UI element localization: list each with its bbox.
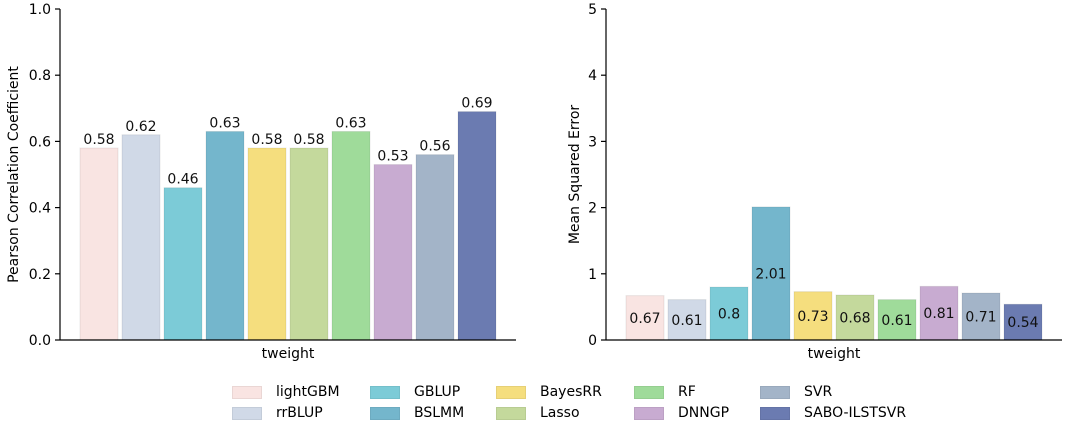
y-tick-label: 1.0 bbox=[29, 2, 51, 18]
legend-swatch bbox=[232, 406, 262, 420]
legend-label: lightGBM bbox=[276, 384, 340, 400]
legend-swatch bbox=[496, 406, 526, 420]
chart-mse: 0.67 0.61 0.8 2.01 0.73 0.68 0.61 0.81 0.71 0.54 0… bbox=[567, 2, 1062, 362]
y-tick-label: 0.2 bbox=[29, 267, 51, 283]
legend-swatch bbox=[496, 385, 526, 399]
bar-lasso bbox=[289, 147, 329, 341]
data-label-lasso: 0.58 bbox=[293, 132, 324, 148]
data-label-rrblup: 0.61 bbox=[671, 313, 702, 329]
data-label-sabo-ilstsvr: 0.54 bbox=[1007, 315, 1038, 331]
legend-label: SABO-ILSTSVR bbox=[804, 405, 907, 421]
data-label-bslmm: 0.63 bbox=[209, 115, 240, 131]
data-label-gblup: 0.8 bbox=[718, 307, 740, 323]
data-label-bayesrr: 0.73 bbox=[797, 309, 828, 325]
bar-gblup bbox=[163, 187, 203, 341]
legend-swatch bbox=[634, 385, 664, 399]
y-tick-label: 2 bbox=[588, 201, 597, 217]
legend-label: RF bbox=[678, 384, 696, 400]
data-label-bslmm: 2.01 bbox=[755, 266, 786, 282]
bar-rrblup bbox=[121, 134, 161, 341]
y-tick-label: 0.0 bbox=[29, 333, 51, 349]
legend-swatch bbox=[232, 385, 262, 399]
bar-rf bbox=[331, 130, 371, 341]
y-tick-label: 0.8 bbox=[29, 68, 51, 84]
data-label-lightgbm: 0.67 bbox=[629, 311, 660, 327]
bar-bslmm bbox=[751, 206, 791, 341]
legend-swatch bbox=[634, 406, 664, 420]
bar-lasso bbox=[835, 294, 875, 341]
legend-swatch bbox=[760, 406, 790, 420]
legend-label: GBLUP bbox=[414, 384, 461, 400]
bar-sabo-ilstsvr bbox=[1003, 303, 1043, 341]
legend-label: BSLMM bbox=[414, 405, 465, 421]
bar-svr bbox=[415, 154, 455, 341]
bar-rf bbox=[877, 299, 917, 341]
data-label-dnngp: 0.53 bbox=[377, 149, 408, 165]
legend-item-bslmm: BSLMM bbox=[370, 404, 464, 422]
bar-lightgbm bbox=[79, 147, 119, 341]
y-tick-label: 4 bbox=[588, 68, 597, 84]
chart-pcc: 0.58 0.62 0.46 0.63 0.58 0.58 0.63 0.53 0.56 0.69… bbox=[6, 2, 516, 362]
data-label-svr: 0.56 bbox=[419, 139, 450, 155]
y-tick-label: 1 bbox=[588, 267, 597, 283]
x-axis-label: tweight bbox=[808, 346, 861, 362]
legend-item-dnngp: DNNGP bbox=[634, 404, 729, 422]
legend-swatch bbox=[370, 385, 400, 399]
data-label-svr: 0.71 bbox=[965, 309, 996, 325]
legend-item-svr: SVR bbox=[760, 383, 832, 401]
legend-label: DNNGP bbox=[678, 405, 730, 421]
y-axis-label: Mean Squared Error bbox=[567, 105, 583, 245]
bar-sabo-ilstsvr bbox=[457, 111, 497, 341]
bar-dnngp bbox=[373, 164, 413, 341]
legend-item-rf: RF bbox=[634, 383, 696, 401]
bar-gblup bbox=[709, 286, 749, 341]
legend-label: rrBLUP bbox=[276, 405, 323, 421]
legend-swatch bbox=[370, 406, 400, 420]
y-axis-label: Pearson Correlation Coefficient bbox=[6, 66, 22, 283]
data-label-lasso: 0.68 bbox=[839, 310, 870, 326]
y-tick-label: 3 bbox=[588, 134, 597, 150]
bar-bayesrr bbox=[247, 147, 287, 341]
legend-item-lasso: Lasso bbox=[496, 404, 580, 422]
bar-lightgbm bbox=[625, 295, 665, 341]
data-label-bayesrr: 0.58 bbox=[251, 132, 282, 148]
y-tick-label: 0.6 bbox=[29, 134, 51, 150]
legend-item-sabo-ilstsvr: SABO-ILSTSVR bbox=[760, 404, 906, 422]
data-label-rf: 0.61 bbox=[881, 313, 912, 329]
y-tick-label: 0.4 bbox=[29, 201, 51, 217]
bar-bslmm bbox=[205, 130, 245, 341]
legend-item-lightgbm: lightGBM bbox=[232, 383, 340, 401]
x-axis-label: tweight bbox=[262, 346, 315, 362]
legend-item-rrblup: rrBLUP bbox=[232, 404, 323, 422]
legend-item-bayesrr: BayesRR bbox=[496, 383, 602, 401]
legend-label: Lasso bbox=[540, 405, 580, 421]
data-label-rrblup: 0.62 bbox=[125, 119, 156, 135]
y-tick-label: 0 bbox=[588, 333, 597, 349]
legend-label: SVR bbox=[804, 384, 833, 400]
data-label-rf: 0.63 bbox=[335, 115, 366, 131]
data-label-dnngp: 0.81 bbox=[923, 306, 954, 322]
bar-dnngp bbox=[919, 285, 959, 341]
y-tick-label: 5 bbox=[588, 2, 597, 18]
legend-label: BayesRR bbox=[540, 384, 602, 400]
legend: lightGBM rrBLUP GBLUP BSLMM BayesRR Lasso RF DN… bbox=[232, 383, 952, 423]
legend-swatch bbox=[760, 385, 790, 399]
data-label-gblup: 0.46 bbox=[167, 172, 198, 188]
legend-item-gblup: GBLUP bbox=[370, 383, 460, 401]
bar-bayesrr bbox=[793, 291, 833, 341]
data-label-lightgbm: 0.58 bbox=[83, 132, 114, 148]
data-label-sabo-ilstsvr: 0.69 bbox=[461, 96, 492, 112]
